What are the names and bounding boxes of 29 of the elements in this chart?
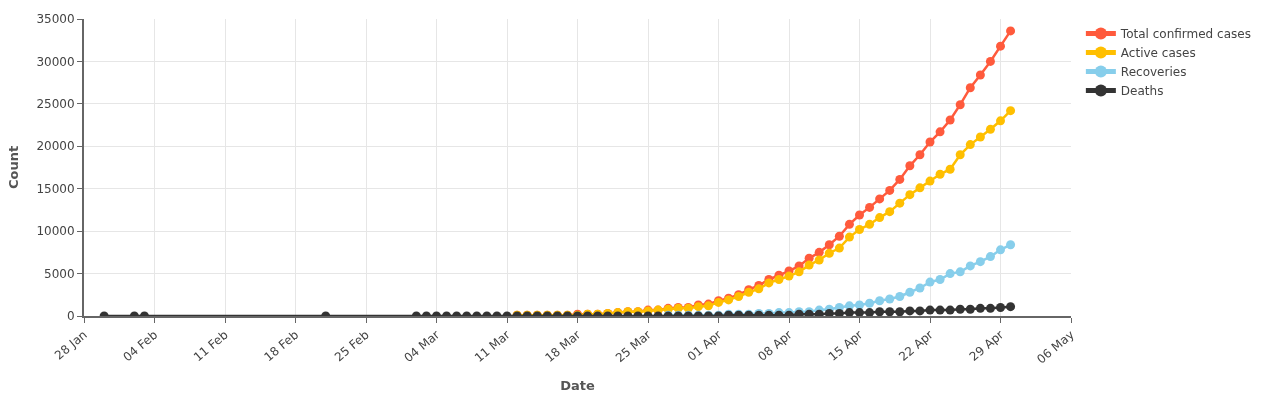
legend-label: Deaths [1120,84,1164,99]
x-tick-label: 04 Feb [120,327,161,365]
x-tick-label: 18 Feb [261,327,302,365]
x-tick-label: 08 Apr [755,327,795,364]
y-tick-label: 20000 [36,139,75,154]
x-tick-label: 06 May [1034,327,1077,367]
x-tick-label: 25 Mar [612,327,654,366]
x-axis-title: Date [560,377,595,393]
x-tick-label: 22 Apr [896,327,936,364]
x-tick-label: 11 Mar [471,327,513,366]
x-tick-label: 04 Mar [401,327,443,366]
legend-label: Active cases [1120,46,1196,61]
y-axis-title: Count [5,145,21,190]
y-tick-label: 15000 [36,181,75,196]
y-tick-label: 25000 [36,97,75,112]
y-tick-label: 10000 [36,224,75,239]
y-tick-label: 5000 [44,266,75,281]
y-tick-label: 0 [66,309,75,324]
x-tick-label: 28 Jan [51,327,90,363]
legend-label: Total confirmed cases [1119,27,1251,42]
x-tick-label: 18 Mar [542,327,584,366]
x-tick-label: 01 Apr [684,327,725,364]
y-tick-label: 30000 [36,54,75,69]
x-tick-label: 11 Feb [190,327,231,365]
legend-label: Recoveries [1120,65,1187,80]
y-tick-label: 35000 [36,12,75,27]
x-tick-label: 29 Apr [966,327,1007,364]
x-tick-label: 25 Feb [331,327,372,365]
x-tick-label: 15 Apr [825,327,866,364]
